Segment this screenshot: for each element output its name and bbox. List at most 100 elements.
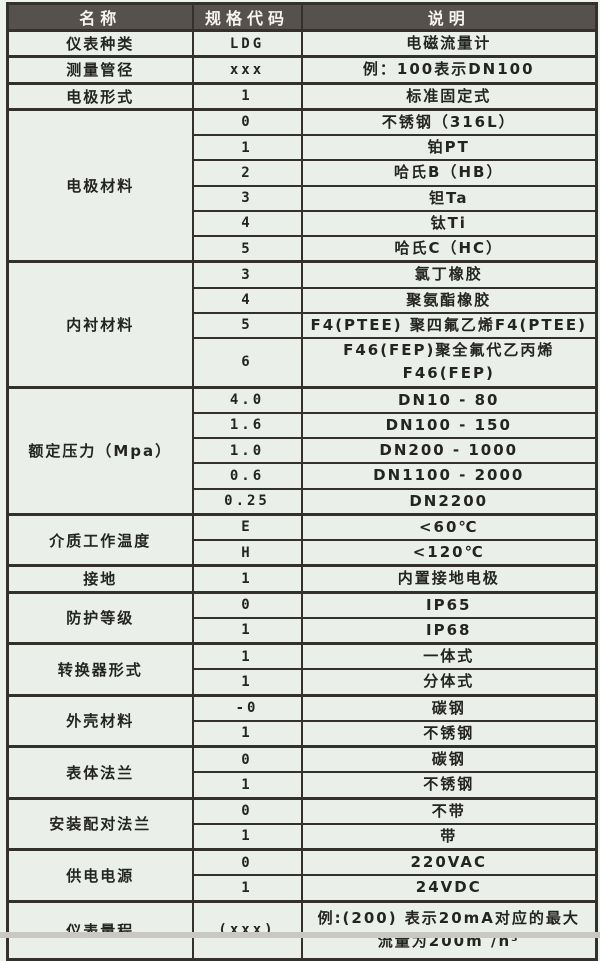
spec-code-cell: 3	[191, 260, 303, 289]
spec-code-cell: 1	[191, 133, 303, 162]
table-row: 6 F46(FEP)聚全氟代乙丙烯F46(FEP)	[8, 337, 598, 388]
spec-desc-cell: 不锈钢	[300, 719, 598, 748]
table-row: 1 IP68	[8, 616, 598, 645]
group-name-cell: 外壳材料	[6, 693, 194, 748]
table-row: 内衬材料 3 氯丁橡胶	[6, 260, 598, 389]
spec-desc-cell: 氯丁橡胶	[300, 260, 598, 289]
spec-code-cell: 6	[191, 337, 303, 388]
spec-desc-cell: 内置接地电极	[300, 564, 598, 594]
table-row: 4 聚氨酯橡胶	[8, 286, 598, 314]
spec-desc-cell: 带	[300, 822, 598, 851]
table-row: 安装配对法兰 0 不带	[6, 796, 598, 851]
table-row: H <120℃	[8, 539, 598, 567]
header-desc-column: 说明	[300, 2, 598, 32]
spec-code-cell: 0	[191, 590, 303, 619]
spec-code-cell: 1	[191, 771, 303, 799]
spec-desc-cell: 不锈钢（316L）	[300, 107, 598, 136]
table-row: 0.25 DN2200	[8, 487, 598, 516]
spec-desc-cell: 一体式	[300, 642, 598, 671]
table-row: 防护等级 0 IP65	[6, 590, 598, 645]
table-row: 转换器形式 1 一体式	[6, 642, 598, 696]
spec-desc-cell: <120℃	[300, 539, 598, 567]
spec-code-cell: 1	[191, 616, 303, 645]
spec-code-cell: H	[191, 539, 303, 567]
table-row: 外壳材料 -0 碳钢	[6, 693, 598, 748]
table-row: 表体法兰 0 碳钢	[6, 745, 598, 799]
spec-code-cell: 1	[191, 874, 303, 902]
table-row: 3 钽Ta	[8, 184, 598, 212]
table-row: 仪表种类 LDG 电磁流量计	[6, 28, 598, 58]
table-row: 2 哈氏B（HB）	[8, 159, 598, 187]
spec-code-cell: 3	[191, 184, 303, 212]
spec-code-cell: (xxx)	[191, 899, 303, 960]
spec-desc-cell: 分体式	[300, 668, 598, 696]
spec-desc-cell: F4(PTEE) 聚四氟乙烯F4(PTEE)	[300, 311, 598, 340]
spec-code-cell: 5	[191, 311, 303, 340]
spec-desc-cell: 聚氨酯橡胶	[300, 286, 598, 314]
group-name-cell: 表体法兰	[6, 745, 194, 799]
spec-code-cell: 0	[191, 745, 303, 774]
spec-desc-cell: 例:(200) 表示20mA对应的最大 流量为200m /h³	[300, 899, 598, 960]
table-row: 1 不锈钢	[8, 719, 598, 748]
spec-code-cell: 4	[191, 286, 303, 314]
spec-code-cell: 1.6	[191, 411, 303, 440]
group-name-cell: 介质工作温度	[6, 512, 194, 567]
header-code-column: 规格代码	[191, 2, 303, 32]
spec-desc-cell: 铂PT	[300, 133, 598, 162]
table-row: 1 分体式	[8, 668, 598, 696]
spec-code-cell: 1	[191, 668, 303, 696]
spec-desc-cell: IP68	[300, 616, 598, 645]
table-row: 接地 1 内置接地电极	[6, 564, 598, 594]
spec-code-cell: 1	[191, 642, 303, 671]
group-name-cell: 电极形式	[6, 81, 194, 111]
spec-code-cell: 1	[191, 564, 303, 594]
spec-desc-cell: DN100 - 150	[300, 411, 598, 440]
table-row: 额定压力（Mpa） 4.0 DN10 - 80	[6, 385, 598, 516]
spec-code-cell: 1	[191, 81, 303, 111]
spec-desc-cell: 24VDC	[300, 874, 598, 902]
spec-desc-cell: IP65	[300, 590, 598, 619]
group-name-cell: 转换器形式	[6, 642, 194, 696]
header-name-column: 名称	[6, 2, 194, 32]
table-row: 1.0 DN200 - 1000	[8, 436, 598, 465]
spec-code-cell: 4.0	[191, 385, 303, 414]
spec-code-cell: 1	[191, 719, 303, 748]
spec-desc-cell: 不带	[300, 796, 598, 825]
table-row: 电极形式 1 标准固定式	[6, 81, 598, 111]
spec-desc-cell: 标准固定式	[300, 81, 598, 111]
spec-desc-cell: DN10 - 80	[300, 385, 598, 414]
spec-desc-cell: 哈氏C（HC）	[300, 235, 598, 263]
spec-code-cell: 0.25	[191, 487, 303, 516]
spec-code-cell: 2	[191, 159, 303, 187]
spec-desc-cell: F46(FEP)聚全氟代乙丙烯F46(FEP)	[300, 337, 598, 388]
table-row: 仪表量程 (xxx) 例:(200) 表示20mA对应的最大 流量为200m /h³	[6, 899, 598, 960]
table-row: 测量管径 xxx 例：100表示DN100	[6, 55, 598, 85]
spec-code-cell: 5	[191, 235, 303, 263]
spec-code-cell: 0	[191, 107, 303, 136]
spec-code-cell: E	[191, 512, 303, 541]
group-name-cell: 额定压力（Mpa）	[6, 385, 194, 516]
table-row: 4 钛Ti	[8, 209, 598, 238]
spec-desc-cell: DN1100 - 2000	[300, 462, 598, 490]
group-name-cell: 测量管径	[6, 55, 194, 85]
group-name-cell: 电极材料	[6, 107, 194, 263]
spec-code-cell: 0	[191, 796, 303, 825]
table-row: 1.6 DN100 - 150	[8, 411, 598, 440]
spec-desc-cell: 碳钢	[300, 745, 598, 774]
table-row: 电极材料 0 不锈钢（316L）	[6, 107, 598, 263]
spec-code-cell: 0	[191, 848, 303, 877]
flowmeter-spec-table: 名称 规格代码 说明 仪表种类 LDG 电磁流量计 测量管径 xxx 例：100表示DN1…	[6, 2, 598, 961]
spec-desc-cell: 电磁流量计	[300, 28, 598, 58]
spec-desc-cell: 220VAC	[300, 848, 598, 877]
table-row: 1 24VDC	[8, 874, 598, 902]
spec-desc-cell: 钛Ti	[300, 209, 598, 238]
spec-desc-cell: DN2200	[300, 487, 598, 516]
group-name-cell: 仪表量程	[6, 899, 194, 960]
bottom-strip	[0, 932, 600, 938]
spec-code-cell: 1.0	[191, 436, 303, 465]
table-row: 1 铂PT	[8, 133, 598, 162]
spec-code-cell: 1	[191, 822, 303, 851]
table-row: 介质工作温度 E <60℃	[6, 512, 598, 567]
group-name-cell: 防护等级	[6, 590, 194, 645]
